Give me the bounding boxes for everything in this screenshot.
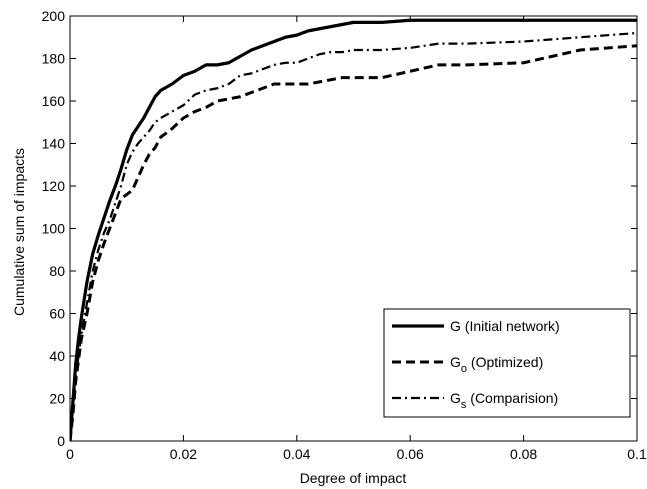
x-axis-label: Degree of impact — [300, 470, 407, 486]
x-tick-label: 0.06 — [397, 446, 424, 462]
y-tick-label: 60 — [49, 306, 65, 322]
y-tick-label: 200 — [42, 8, 66, 24]
y-tick-label: 40 — [49, 348, 65, 364]
x-tick-label: 0.08 — [510, 446, 537, 462]
y-tick-label: 0 — [57, 433, 65, 449]
legend-label-3: Gs (Comparision) — [450, 390, 558, 411]
y-tick-label: 140 — [42, 136, 66, 152]
legend-label-2: Go (Optimized) — [450, 354, 543, 375]
x-tick-label: 0 — [66, 446, 74, 462]
y-tick-label: 100 — [42, 221, 66, 237]
y-tick-label: 120 — [42, 178, 66, 194]
series-group — [70, 18, 637, 442]
legend: G (Initial network) Go (Optimized) Gs (Com… — [383, 308, 631, 418]
y-axis-label: Cumulative sum of impacts — [11, 148, 27, 316]
y-tick-label: 20 — [49, 391, 65, 407]
series-line-1 — [70, 18, 637, 442]
series-line-3 — [70, 31, 637, 442]
x-tick-label: 0.02 — [170, 446, 197, 462]
plot-area — [70, 18, 637, 442]
y-tick-label: 160 — [42, 93, 66, 109]
axes: 0 0.02 0.04 0.06 0.08 0.1 0 20 40 60 80 100 120 140 16… — [42, 8, 647, 462]
x-tick-label: 0.04 — [283, 446, 310, 462]
series-line-2 — [70, 44, 637, 442]
y-tick-label: 80 — [49, 263, 65, 279]
y-tick-label: 180 — [42, 51, 66, 67]
legend-label-1: G (Initial network) — [450, 318, 560, 334]
x-tick-label: 0.1 — [627, 446, 647, 462]
